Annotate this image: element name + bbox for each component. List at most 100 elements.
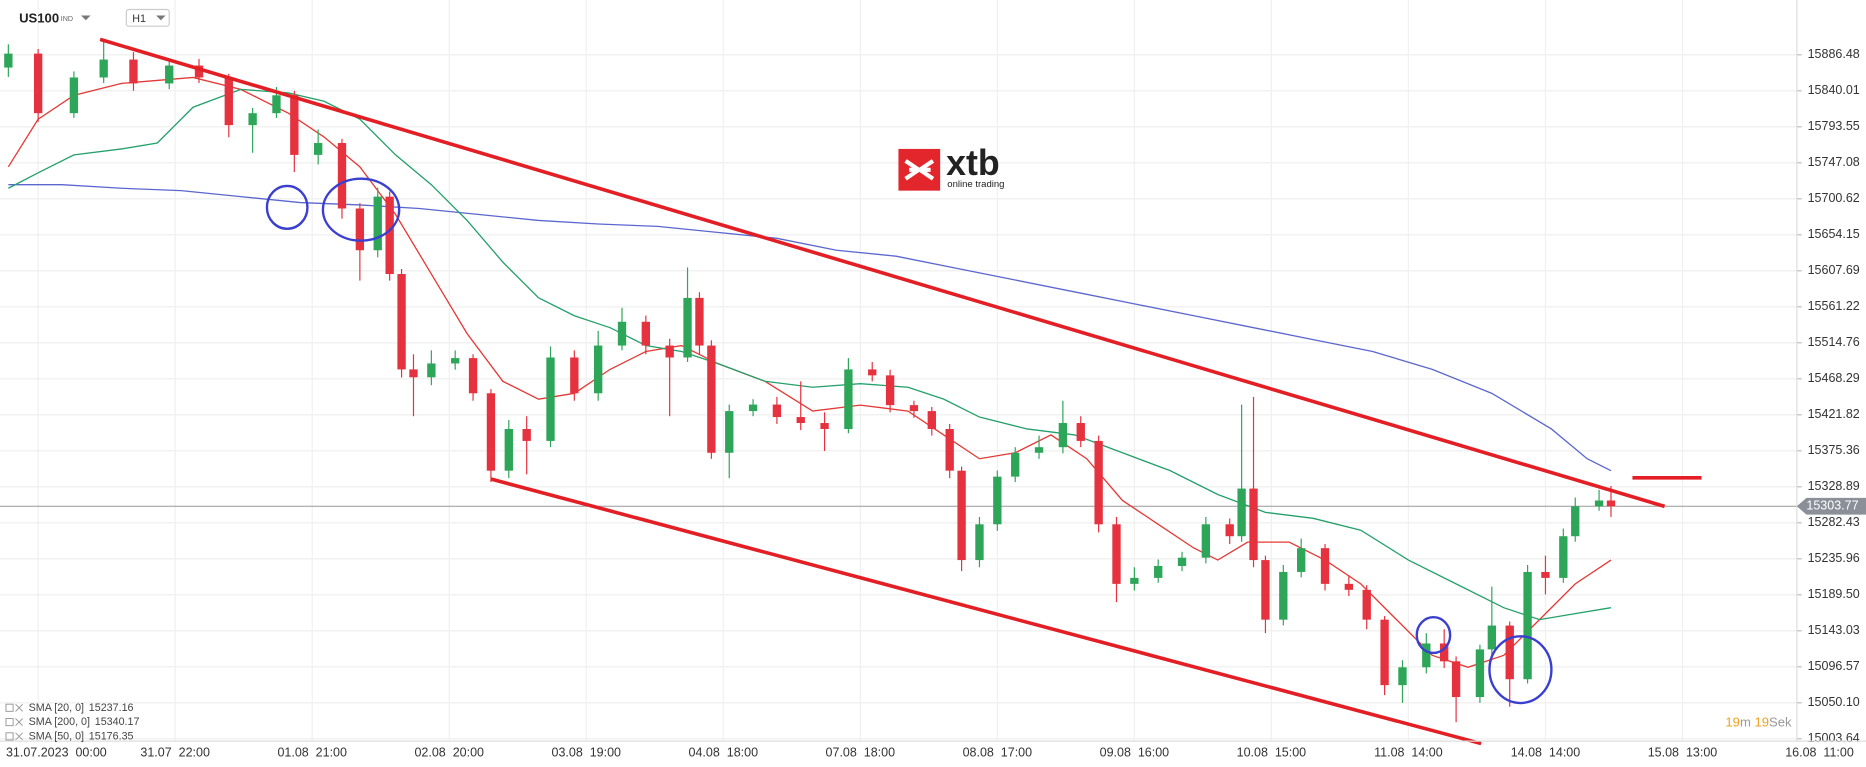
countdown: 19m 19Sek xyxy=(1725,715,1792,730)
candle-body xyxy=(373,196,382,251)
candle-body xyxy=(725,411,734,453)
x-tick-label: 14.08 14:00 xyxy=(1511,745,1581,759)
legend-icon xyxy=(5,718,14,727)
candle-body xyxy=(683,297,692,358)
countdown-unit: m xyxy=(1740,715,1751,730)
logo: xtb online trading xyxy=(898,143,1004,191)
brand-tagline: online trading xyxy=(947,179,1004,190)
countdown-unit: Sek xyxy=(1769,715,1792,730)
candle-body xyxy=(1451,661,1461,698)
candle-body xyxy=(909,405,919,412)
candle-body xyxy=(1362,589,1371,620)
candle-body xyxy=(748,404,758,412)
x-tick-label: 07.08 18:00 xyxy=(826,745,896,759)
highlight-circle xyxy=(321,177,401,242)
symbol[interactable]: US100 xyxy=(19,11,59,26)
candle-body xyxy=(641,321,651,346)
y-tick-label: 15654.15 xyxy=(1808,227,1860,241)
candle-body xyxy=(468,358,478,394)
candle-body xyxy=(1594,500,1604,507)
legend-icon xyxy=(15,703,23,712)
legend-icon xyxy=(15,732,23,741)
y-tick-label: 15050.10 xyxy=(1808,695,1860,709)
y-tick-label: 15700.62 xyxy=(1808,191,1860,205)
candle-body xyxy=(1440,643,1449,662)
y-tick-label: 15793.55 xyxy=(1808,119,1860,133)
candle-body xyxy=(617,321,627,346)
candle-body xyxy=(993,476,1002,525)
candle-body xyxy=(975,524,984,561)
candle-body xyxy=(1297,548,1306,572)
legend-name: SMA [50, 0] xyxy=(29,730,84,742)
candle-body xyxy=(165,65,174,84)
y-tick-label: 15607.69 xyxy=(1808,263,1860,277)
y-tick-label: 15235.96 xyxy=(1808,551,1860,565)
countdown-seconds: 19 xyxy=(1754,715,1769,730)
legend-icon xyxy=(15,718,23,726)
sma-line xyxy=(7,76,1612,668)
candle-body xyxy=(194,65,204,78)
candle-body xyxy=(290,95,299,155)
candle-body xyxy=(248,113,257,126)
candle-body xyxy=(695,297,704,346)
timeframe-box[interactable] xyxy=(125,8,170,27)
trend-line xyxy=(99,37,1666,509)
candle-body xyxy=(451,358,460,364)
candle-body xyxy=(707,345,716,453)
candle-body xyxy=(1034,447,1044,453)
legend-entry: SMA [50, 0] 15176.35 xyxy=(29,730,134,742)
brand: xtb xyxy=(946,143,1000,183)
y-tick-label: 15421.82 xyxy=(1808,407,1860,421)
candle-body xyxy=(1154,565,1163,578)
candle-body xyxy=(69,77,79,114)
x-tick-label: 01.08 21:00 xyxy=(277,745,347,759)
x-tick-label: 31.07 22:00 xyxy=(140,745,210,759)
candle-body xyxy=(1505,625,1514,680)
candle-body xyxy=(1475,649,1485,698)
dropdown-arrow[interactable] xyxy=(81,15,91,21)
legend-icon xyxy=(5,732,14,741)
symbol-selector[interactable]: US100 IND xyxy=(19,11,91,26)
candle-body xyxy=(1380,619,1389,686)
candle-body xyxy=(385,196,394,275)
candle-body xyxy=(1606,500,1616,507)
symbol-tag: IND xyxy=(61,15,73,23)
indicators xyxy=(7,76,1612,668)
y-tick-label: 15282.43 xyxy=(1808,515,1860,529)
highlight-circles xyxy=(265,177,1553,705)
current-price-tag xyxy=(1796,497,1866,515)
timeframe-selector[interactable]: H1 xyxy=(125,8,170,27)
candle-body xyxy=(820,423,829,429)
candle-body xyxy=(1559,536,1568,578)
highlight-circle xyxy=(1415,616,1452,655)
dropdown-arrow[interactable] xyxy=(156,15,166,21)
candle-body xyxy=(1011,452,1020,477)
x-tick-label: 09.08 16:00 xyxy=(1100,745,1170,759)
y-tick-label: 15561.22 xyxy=(1808,299,1860,313)
x-tick-label: 16.08 11:00 xyxy=(1785,745,1854,759)
candle-body xyxy=(337,143,347,209)
legend-name: SMA [200, 0] xyxy=(29,716,90,728)
x-tick-label: 10.08 15:00 xyxy=(1237,745,1307,759)
sma-line xyxy=(8,88,1612,621)
candle-body xyxy=(397,274,406,370)
y-tick-label: 15375.36 xyxy=(1808,443,1860,457)
y-tick-label: 15514.76 xyxy=(1808,335,1860,349)
candle-body xyxy=(945,428,954,471)
candle-body xyxy=(546,357,555,441)
y-tick-label: 15189.50 xyxy=(1808,587,1860,601)
logo-x xyxy=(904,159,935,181)
candle-body xyxy=(570,357,579,394)
trend-line xyxy=(490,477,1482,746)
candle-body xyxy=(224,77,233,126)
timeframe[interactable]: H1 xyxy=(132,13,146,25)
countdown-minutes: 19 xyxy=(1725,715,1740,730)
legend-icon xyxy=(5,703,14,712)
legend-name: SMA [20, 0] xyxy=(29,702,84,714)
current-price-label: 15303.77 xyxy=(1806,499,1858,513)
candle-body xyxy=(772,404,782,418)
y-tick-label: 15003.64 xyxy=(1808,731,1860,745)
grid xyxy=(0,0,1797,742)
